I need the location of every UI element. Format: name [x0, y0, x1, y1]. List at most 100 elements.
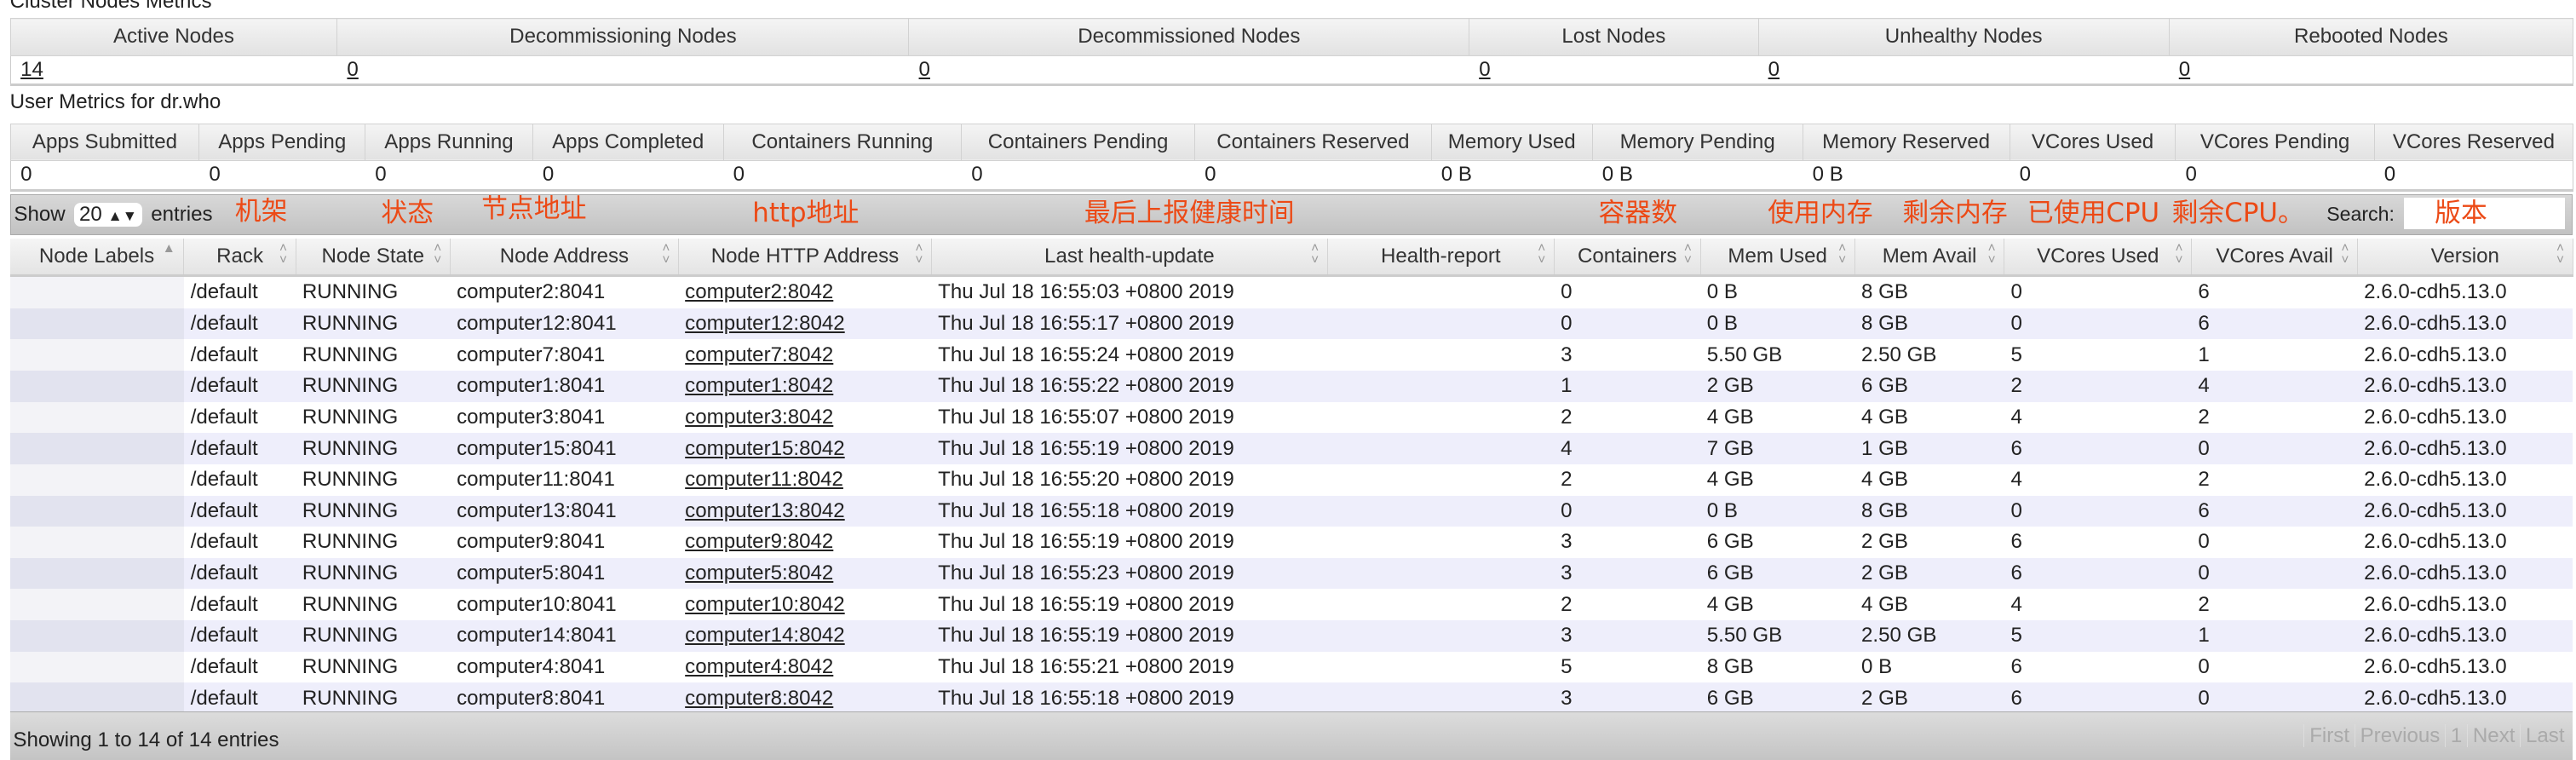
annotation-label: 剩余CPU。 — [2171, 198, 2304, 229]
cell-rack: /default — [183, 495, 296, 527]
cell-health-report — [1327, 433, 1555, 464]
cell-containers: 3 — [1554, 682, 1701, 715]
cell-node-http-address: computer12:8042 — [678, 308, 932, 340]
node-http-link[interactable]: computer1:8042 — [685, 374, 834, 398]
link-unhealthy-nodes[interactable]: 0 — [1768, 58, 1780, 81]
cell-mem-used: 8 GB — [1700, 651, 1855, 683]
cell-last-health-update: Thu Jul 18 16:55:19 +0800 2019 — [931, 620, 1328, 652]
header-active-nodes: Active Nodes — [9, 18, 338, 56]
pager-previous[interactable]: Previous — [2354, 723, 2446, 747]
nodes-table: Node Labels ▲ Rack ˄ ˅ Node State ˄ ˅ Node Addre… — [9, 238, 2573, 715]
cell-node-address: computer5:8041 — [450, 557, 679, 590]
link-active-nodes[interactable]: 14 — [20, 58, 43, 81]
node-http-link[interactable]: computer12:8042 — [685, 312, 845, 335]
column-header-node-address[interactable]: Node Address ˄ ˅ — [450, 238, 679, 278]
cell-rack: /default — [183, 275, 296, 308]
cell-rack: /default — [183, 651, 296, 683]
cell-node-labels — [9, 651, 184, 683]
pager-last[interactable]: Last — [2520, 723, 2570, 747]
column-header-rack[interactable]: Rack ˄ ˅ — [183, 238, 296, 278]
cell-vcores-avail: 6 — [2191, 495, 2358, 527]
cell-mem-used: 0 B — [1700, 275, 1855, 308]
column-header-node-http-address[interactable]: Node HTTP Address ˄ ˅ — [678, 238, 932, 278]
node-http-link[interactable]: computer8:8042 — [685, 686, 834, 710]
cell-node-labels — [9, 308, 184, 340]
sort-icon: ˄ ˅ — [1538, 241, 1546, 268]
column-header-node-state[interactable]: Node State ˄ ˅ — [296, 238, 451, 278]
cell-node-address: computer3:8041 — [450, 401, 679, 434]
column-header-mem-avail[interactable]: Mem Avail ˄ ˅ — [1854, 238, 2005, 278]
cell-mem-used: 7 GB — [1700, 433, 1855, 464]
page-length-control: Show 20 ▲▼ entries — [14, 203, 213, 227]
cell-containers: 2 — [1554, 463, 1701, 496]
column-header-last-health-update[interactable]: Last health-update ˄ ˅ — [931, 238, 1328, 278]
link-decommissioning-nodes[interactable]: 0 — [347, 58, 359, 81]
sort-ascending-icon: ▲ — [162, 241, 175, 256]
link-lost-nodes[interactable]: 0 — [1479, 58, 1491, 81]
cell-vcores-avail: 0 — [2191, 527, 2358, 558]
cell-vcores-used: 0 — [2004, 308, 2192, 340]
column-header-mem-used[interactable]: Mem Used ˄ ˅ — [1700, 238, 1855, 278]
cell-last-health-update: Thu Jul 18 16:55:18 +0800 2019 — [931, 682, 1328, 715]
entries-info: Showing 1 to 14 of 14 entries — [13, 728, 279, 752]
cell-mem-used: 2 GB — [1700, 370, 1855, 402]
cluster-metrics-title: Cluster Nodes Metrics — [9, 0, 212, 14]
pager-first[interactable]: First — [2303, 723, 2355, 747]
cell-health-report — [1327, 401, 1555, 434]
cell-vcores-avail: 0 — [2191, 433, 2358, 464]
column-header-node-labels[interactable]: Node Labels ▲ — [9, 238, 185, 278]
link-rebooted-nodes[interactable]: 0 — [2178, 58, 2191, 81]
entries-select[interactable]: 20 ▲▼ — [74, 203, 142, 227]
cell-rack: /default — [183, 370, 296, 402]
cell-mem-avail: 4 GB — [1854, 401, 2004, 434]
column-header-label: Last health-update — [1044, 244, 1215, 268]
node-http-link[interactable]: computer7:8042 — [685, 343, 834, 366]
node-http-link[interactable]: computer10:8042 — [685, 592, 845, 616]
cell-node-address: computer2:8041 — [450, 275, 679, 308]
node-http-link[interactable]: computer14:8042 — [685, 624, 845, 648]
cell-containers: 3 — [1554, 557, 1701, 590]
column-header-containers[interactable]: Containers ˄ ˅ — [1554, 238, 1701, 278]
node-http-link[interactable]: computer5:8042 — [685, 561, 834, 585]
node-http-link[interactable]: computer11:8042 — [685, 468, 843, 492]
column-header-vcores-used[interactable]: VCores Used ˄ ˅ — [2004, 238, 2193, 278]
sort-icon: ˄ ˅ — [2556, 241, 2564, 268]
value-apps-pending: 0 — [198, 160, 365, 192]
cell-mem-avail: 2 GB — [1854, 527, 2004, 558]
node-http-link[interactable]: computer4:8042 — [685, 655, 834, 679]
link-decommissioned-nodes[interactable]: 0 — [918, 58, 930, 81]
header-apps-submitted: Apps Submitted — [9, 123, 200, 162]
node-http-link[interactable]: computer2:8042 — [685, 280, 834, 304]
node-http-link[interactable]: computer9:8042 — [685, 530, 834, 554]
cell-mem-used: 6 GB — [1700, 682, 1855, 715]
pager-next[interactable]: Next — [2467, 723, 2521, 747]
node-http-link[interactable]: computer15:8042 — [685, 436, 845, 460]
pager-1[interactable]: 1 — [2445, 723, 2468, 747]
cell-node-address: computer7:8041 — [450, 339, 679, 371]
cell-containers: 1 — [1554, 370, 1701, 402]
cell-version: 2.6.0-cdh5.13.0 — [2357, 495, 2573, 527]
cell-version: 2.6.0-cdh5.13.0 — [2357, 433, 2573, 464]
cell-vcores-used: 4 — [2004, 401, 2192, 434]
cell-node-state: RUNNING — [296, 370, 451, 402]
cell-health-report — [1327, 463, 1555, 496]
search-input[interactable] — [2404, 198, 2566, 230]
cell-containers: 2 — [1554, 589, 1701, 621]
cell-version: 2.6.0-cdh5.13.0 — [2357, 308, 2573, 340]
node-http-link[interactable]: computer3:8042 — [685, 405, 834, 429]
cell-mem-used: 4 GB — [1700, 589, 1855, 621]
cell-vcores-avail: 0 — [2191, 651, 2358, 683]
cell-node-address: computer1:8041 — [450, 370, 679, 402]
cell-node-labels — [9, 275, 184, 308]
header-containers-pending: Containers Pending — [961, 123, 1196, 162]
cell-node-state: RUNNING — [296, 275, 451, 308]
node-http-link[interactable]: computer13:8042 — [685, 498, 845, 522]
value-containers-reserved: 0 — [1194, 160, 1432, 192]
column-header-health-report[interactable]: Health-report ˄ ˅ — [1327, 238, 1555, 278]
cell-node-state: RUNNING — [296, 308, 451, 340]
table-row: /default RUNNING computer7:8041 computer7:8… — [9, 339, 2573, 371]
column-header-version[interactable]: Version ˄ ˅ — [2357, 238, 2573, 278]
column-header-vcores-avail[interactable]: VCores Avail ˄ ˅ — [2191, 238, 2358, 278]
sort-icon: ˄ ˅ — [2175, 241, 2183, 268]
cell-version: 2.6.0-cdh5.13.0 — [2357, 370, 2573, 402]
